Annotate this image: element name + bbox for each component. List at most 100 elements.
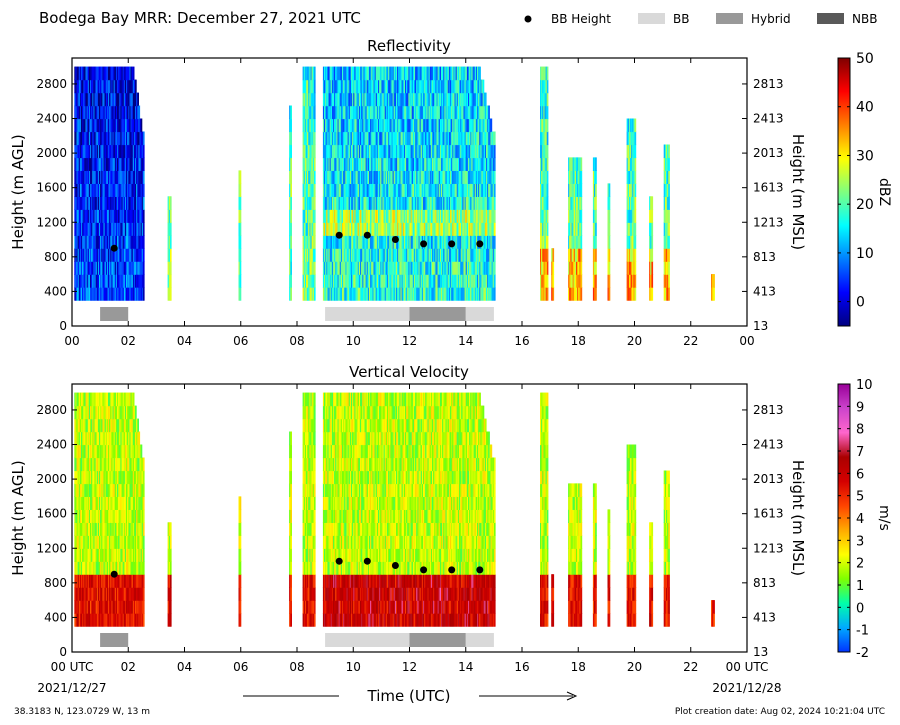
field-cell xyxy=(480,157,483,171)
field-cell xyxy=(362,105,364,120)
field-cell xyxy=(389,79,391,94)
field-cell xyxy=(356,157,359,171)
field-cell xyxy=(129,209,132,223)
field-cell xyxy=(108,287,110,301)
field-cell xyxy=(86,470,89,485)
field-cell xyxy=(370,118,372,133)
field-cell xyxy=(78,118,81,133)
field-cell xyxy=(349,105,352,120)
field-cell xyxy=(481,196,484,210)
field-cell xyxy=(482,235,485,249)
field-cell xyxy=(435,144,438,159)
field-cell xyxy=(334,92,336,107)
field-cell xyxy=(119,118,121,133)
field-cell xyxy=(74,392,76,407)
field-cell xyxy=(79,261,82,275)
field-cell xyxy=(117,118,119,133)
field-cell xyxy=(121,261,124,275)
field-cell xyxy=(167,287,170,301)
field-cell xyxy=(478,66,480,81)
field-cell xyxy=(435,248,438,262)
field-cell xyxy=(366,196,369,210)
field-cell xyxy=(124,183,127,197)
field-cell xyxy=(373,105,376,120)
field-cell xyxy=(433,79,435,94)
field-cell xyxy=(339,157,342,171)
field-cell xyxy=(141,170,144,184)
field-cell xyxy=(76,209,79,223)
field-cell xyxy=(330,118,333,133)
field-cell xyxy=(379,92,381,107)
field-cell xyxy=(396,274,398,288)
field-cell xyxy=(408,170,411,184)
field-cell xyxy=(111,248,114,262)
field-cell xyxy=(490,222,493,236)
field-cell xyxy=(93,248,96,262)
field-cell xyxy=(83,66,85,81)
field-cell xyxy=(630,196,632,210)
field-cell xyxy=(106,118,109,133)
field-cell xyxy=(419,66,422,81)
field-cell xyxy=(303,92,306,107)
field-cell xyxy=(75,170,78,184)
field-cell xyxy=(429,144,432,159)
field-cell xyxy=(437,196,440,210)
field-cell xyxy=(455,222,458,236)
field-cell xyxy=(138,157,141,171)
field-cell xyxy=(383,248,386,262)
field-cell xyxy=(88,118,91,133)
field-cell xyxy=(83,235,85,249)
field-cell xyxy=(84,66,87,81)
field-cell xyxy=(608,209,611,223)
field-cell xyxy=(468,235,470,249)
field-cell xyxy=(373,209,376,223)
field-cell xyxy=(76,235,79,249)
field-cell xyxy=(81,131,83,146)
field-cell xyxy=(392,118,395,133)
field-cell xyxy=(108,157,110,171)
field-cell xyxy=(631,261,633,275)
field-cell xyxy=(110,144,112,159)
field-cell xyxy=(450,261,452,275)
field-cell xyxy=(351,92,353,107)
field-cell xyxy=(115,196,118,210)
field-cell xyxy=(544,170,547,184)
field-cell xyxy=(74,209,76,223)
field-cell xyxy=(106,170,109,184)
field-cell xyxy=(470,118,472,133)
field-cell xyxy=(327,144,330,159)
field-cell xyxy=(369,92,371,107)
field-cell xyxy=(114,222,117,236)
field-cell xyxy=(464,222,467,236)
field-cell xyxy=(543,222,546,236)
field-cell xyxy=(335,183,337,197)
field-cell xyxy=(463,261,466,275)
field-cell xyxy=(108,209,110,223)
field-cell xyxy=(379,196,381,210)
field-cell xyxy=(348,157,351,171)
field-cell xyxy=(466,144,469,159)
field-cell xyxy=(337,222,340,236)
field-cell xyxy=(568,235,570,249)
field-cell xyxy=(447,183,450,197)
field-cell xyxy=(455,66,458,81)
field-cell xyxy=(462,66,465,81)
field-cell xyxy=(357,248,360,262)
field-cell xyxy=(626,157,629,171)
field-cell xyxy=(95,183,98,197)
field-cell xyxy=(76,248,79,262)
field-cell xyxy=(580,274,583,288)
colorbar-tick-label: 0 xyxy=(856,295,865,311)
field-cell xyxy=(491,235,494,249)
field-cell xyxy=(405,66,407,81)
field-cell xyxy=(668,287,670,301)
field-cell xyxy=(483,131,486,146)
field-cell xyxy=(456,222,459,236)
field-cell xyxy=(114,157,117,171)
field-cell xyxy=(420,209,423,223)
field-cell xyxy=(628,196,631,210)
field-cell xyxy=(106,222,109,236)
field-cell xyxy=(441,92,443,107)
field-cell xyxy=(328,170,331,184)
field-cell xyxy=(388,261,390,275)
